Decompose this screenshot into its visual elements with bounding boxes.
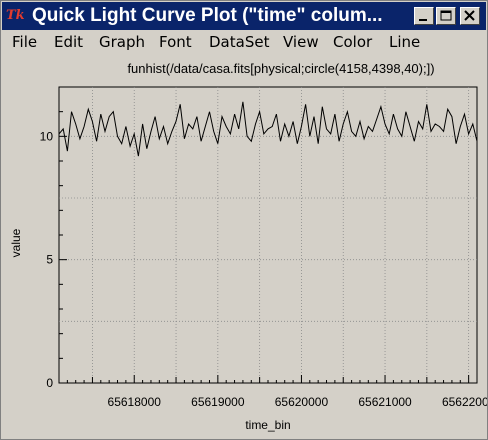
close-icon bbox=[464, 10, 475, 21]
series-line bbox=[58, 101, 478, 157]
title-bar[interactable]: Tk Quick Light Curve Plot ("time" colum.… bbox=[2, 2, 486, 30]
window-title: Quick Light Curve Plot ("time" colum... bbox=[32, 5, 383, 26]
chart-title: funhist(/data/casa.fits[physical;circle(… bbox=[127, 61, 434, 76]
y-tick-label: 10 bbox=[40, 129, 54, 143]
x-axis-label: time_bin bbox=[245, 418, 290, 432]
tk-app-icon: Tk bbox=[6, 8, 25, 23]
menu-color[interactable]: Color bbox=[333, 33, 373, 51]
menu-view[interactable]: View bbox=[283, 33, 319, 51]
maximize-icon bbox=[440, 10, 452, 21]
axis-ticks bbox=[58, 86, 478, 384]
close-button[interactable] bbox=[460, 7, 480, 25]
menu-line[interactable]: Line bbox=[389, 33, 421, 51]
x-tick-label: 65621000 bbox=[358, 395, 412, 409]
x-tick-label: 65619000 bbox=[191, 395, 245, 409]
light-curve-plot[interactable]: funhist(/data/casa.fits[physical;circle(… bbox=[1, 53, 487, 439]
x-tick-label: 65618000 bbox=[108, 395, 162, 409]
menu-edit[interactable]: Edit bbox=[54, 33, 84, 51]
minimize-icon bbox=[419, 19, 427, 21]
x-tick-label: 65622000 bbox=[442, 395, 487, 409]
y-axis-label: value bbox=[9, 228, 23, 257]
minimize-button[interactable] bbox=[414, 7, 434, 25]
menu-bar: File Edit Graph Font DataSet View Color … bbox=[1, 31, 487, 53]
x-tick-label: 65620000 bbox=[275, 395, 329, 409]
menu-font[interactable]: Font bbox=[159, 33, 192, 51]
menu-dataset[interactable]: DataSet bbox=[209, 33, 270, 51]
y-tick-label: 5 bbox=[46, 253, 53, 267]
maximize-button[interactable] bbox=[436, 7, 456, 25]
y-tick-label: 0 bbox=[46, 376, 53, 390]
menu-file[interactable]: File bbox=[12, 33, 38, 51]
tick-labels: 0 5 10 65618000 65619000 65620000 65621000 6562… bbox=[40, 129, 487, 409]
menu-graph[interactable]: Graph bbox=[99, 33, 146, 51]
plot-area bbox=[58, 86, 478, 384]
grid-lines bbox=[59, 87, 477, 383]
